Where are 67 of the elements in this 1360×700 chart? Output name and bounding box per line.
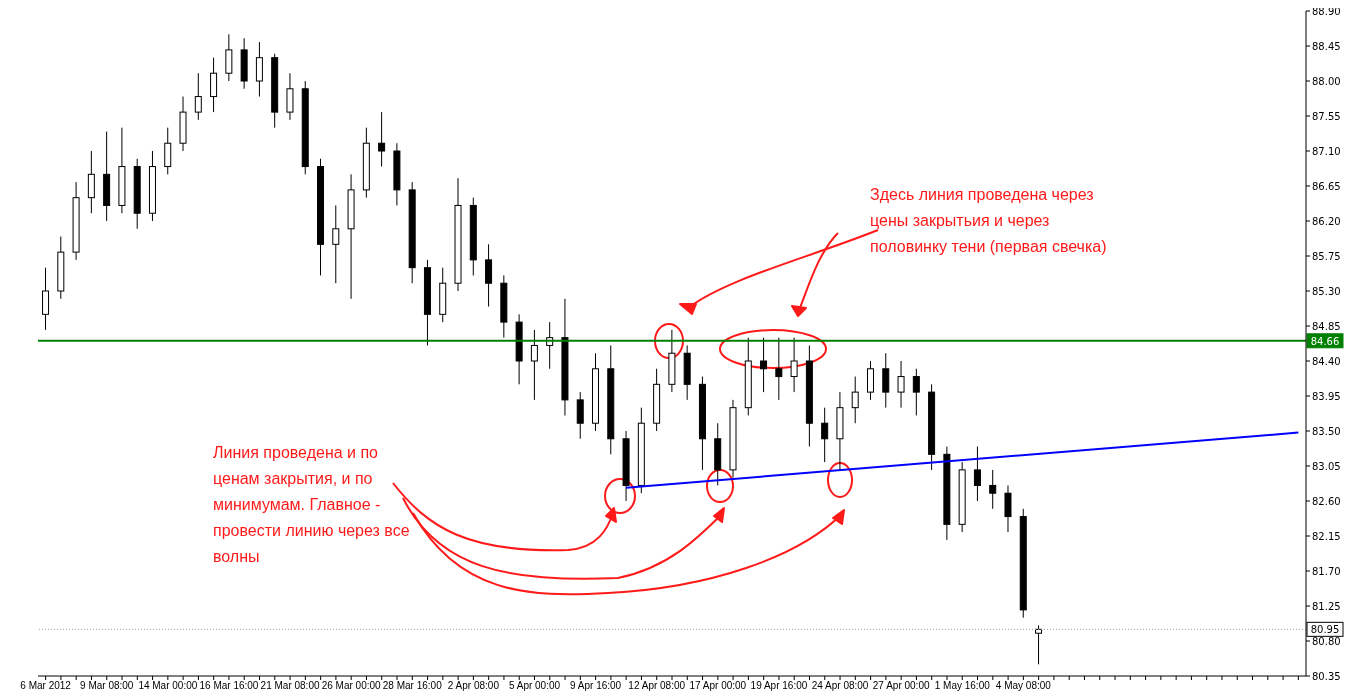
- x-tick-label: 16 Mar 16:00: [199, 680, 259, 692]
- candlestick: [882, 352, 890, 409]
- y-tick-label: 88.45: [1312, 40, 1341, 52]
- candlestick: [912, 368, 920, 416]
- annotation: Линия проведена и по ценам закрытия, и по минимумам. Главное - провести линию через все волны: [213, 443, 411, 567]
- y-tick-label: 80.80: [1312, 635, 1341, 647]
- y-tick-label: 82.60: [1312, 495, 1341, 507]
- y-tick-label: 84.40: [1312, 355, 1341, 367]
- y-tick-label: 83.95: [1312, 390, 1341, 402]
- candlestick: [1035, 624, 1043, 665]
- ref-line-label: 80.95: [1310, 624, 1340, 636]
- y-tick-label: 80.35: [1312, 670, 1341, 682]
- candlestick: [530, 329, 538, 401]
- x-tick-label: 4 May 08:00: [995, 680, 1052, 692]
- x-tick-label: 2 Apr 08:00: [447, 680, 500, 692]
- candlestick: [790, 337, 798, 393]
- candlestick: [225, 33, 233, 82]
- candlestick: [897, 360, 905, 409]
- candlestick: [164, 127, 172, 175]
- candlestick: [1004, 484, 1012, 533]
- y-tick-label: 86.65: [1312, 180, 1341, 192]
- candlestick: [485, 243, 493, 308]
- candlestick: [989, 469, 997, 510]
- y-tick-label: 88.90: [1312, 5, 1341, 17]
- x-tick-label: 17 Apr 00:00: [689, 680, 747, 692]
- x-tick-label: 26 Mar 00:00: [321, 680, 382, 692]
- x-tick-label: 14 Mar 00:00: [138, 680, 198, 692]
- candlestick: [973, 446, 981, 502]
- x-tick-label: 21 Mar 08:00: [260, 680, 320, 692]
- x-tick-label: 6 Mar 2012: [20, 680, 72, 692]
- y-tick-label: 85.30: [1312, 285, 1341, 297]
- x-tick-label: 19 Apr 16:00: [750, 680, 808, 692]
- annotation: Здесь линия проведена через цены закрытьия и через половинку тени (первая свечка): [870, 185, 1108, 257]
- x-tick-label: 24 Apr 08:00: [811, 680, 869, 692]
- candlestick: [576, 391, 584, 440]
- candlestick: [210, 57, 218, 113]
- candlestick: [378, 111, 386, 168]
- candlestick: [821, 407, 829, 463]
- candlestick: [851, 376, 859, 424]
- y-tick-label: 86.20: [1312, 215, 1341, 227]
- y-tick-label: 82.15: [1312, 530, 1341, 542]
- y-tick-label: 87.55: [1312, 110, 1341, 122]
- candlestick: [775, 337, 783, 401]
- y-tick-label: 81.70: [1312, 565, 1341, 577]
- y-tick-label: 87.10: [1312, 145, 1341, 157]
- y-tick-label: 81.25: [1312, 600, 1341, 612]
- x-tick-label: 9 Mar 08:00: [80, 680, 134, 692]
- y-tick-label: 83.05: [1312, 460, 1341, 472]
- x-tick-label: 12 Apr 08:00: [628, 680, 686, 692]
- candlestick: [286, 72, 294, 121]
- y-tick-label: 85.75: [1312, 250, 1341, 262]
- candlestick: [332, 204, 340, 284]
- y-tick-label: 84.85: [1312, 320, 1341, 332]
- x-tick-label: 5 Apr 00:00: [508, 680, 561, 692]
- y-tick-label: 83.50: [1312, 425, 1341, 437]
- x-tick-label: 28 Mar 16:00: [382, 680, 443, 692]
- x-tick-label: 1 May 16:00: [934, 680, 991, 692]
- candlestick: [87, 150, 95, 214]
- candlestick: [255, 41, 263, 98]
- x-tick-label: 27 Apr 00:00: [872, 680, 930, 692]
- candlestick: [194, 72, 202, 121]
- candlestick: [42, 267, 50, 331]
- x-tick-label: 9 Apr 16:00: [570, 680, 622, 692]
- ref-line-label: 84.66: [1310, 335, 1340, 347]
- y-tick-label: 88.00: [1312, 75, 1341, 87]
- candlestick: [760, 337, 768, 393]
- candlestick: [866, 360, 874, 401]
